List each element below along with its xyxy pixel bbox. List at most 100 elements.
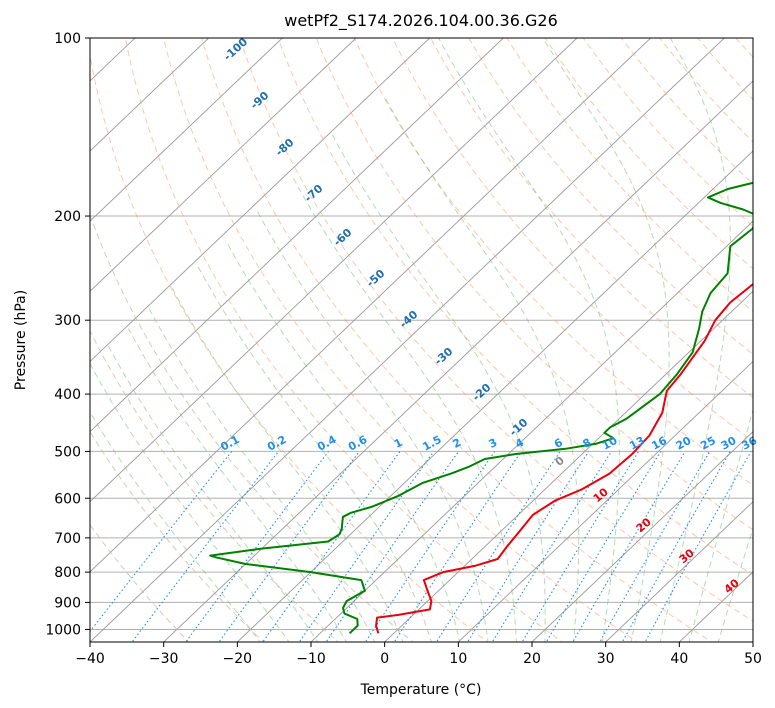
dry-adiabat-label: -80 [273,136,297,159]
dry-adiabat-line [620,38,753,185]
plot-frame [89,37,754,643]
moist-adiabat-label: 40 [722,576,742,596]
y-axis-label: Pressure (hPa) [13,290,29,390]
x-tick-label: 40 [670,651,688,667]
temperature-profile-line [375,282,753,634]
mixing-ratio-line [466,451,590,642]
mixing-ratio-line [621,451,731,642]
dry-adiabat-line [90,213,414,642]
dry-adiabat-label: -60 [331,226,355,249]
mixing-ratio-label: 0.4 [315,433,339,454]
isotherm-line [236,150,753,642]
mixing-ratio-line [644,451,752,642]
mixing-ratio-label: 13 [627,434,647,453]
x-tick-label: 10 [449,651,467,667]
dry-adiabat-line [544,38,753,270]
mixing-ratio-label: 16 [649,434,669,453]
y-tick-label: 100 [54,31,81,47]
x-tick-label: −20 [223,651,253,667]
dry-adiabat-line [315,38,753,531]
moist-adiabat-line [107,344,319,642]
moist-adiabat-line [147,306,376,642]
y-tick-label: 200 [54,209,81,225]
isotherm-line [90,38,652,573]
mixing-ratio-label: 2 [450,436,463,451]
isotherm-line [90,38,578,503]
y-tick-label: 800 [54,565,81,581]
mixing-ratio-line [521,451,640,642]
moist-adiabat-line [717,526,753,642]
mixing-ratio-label: 10 [600,434,620,453]
x-tick-label: −30 [149,651,179,667]
isotherm-line [457,360,753,642]
isotherm-line [0,25,2,645]
x-tick-label: −10 [296,651,326,667]
y-tick-label: 900 [54,595,81,611]
dry-adiabat-label: -90 [248,89,272,112]
mixing-ratio-label: 25 [698,434,718,453]
mixing-ratio-line [262,451,401,642]
isotherm-line [605,501,753,642]
x-tick-label: 0 [380,651,389,667]
dry-adiabat-line [735,38,753,58]
dry-adiabat-label: -70 [302,182,326,205]
mixing-ratio-label: 0.2 [265,433,288,454]
y-tick-label: 700 [54,531,81,547]
x-axis-label: Temperature (°C) [360,682,482,698]
dry-adiabat-label: -100 [221,35,250,63]
dry-adiabat-line [162,38,638,642]
mixing-ratio-line [185,451,329,642]
dry-adiabat-line [430,38,753,399]
moist-adiabat-line [225,240,461,642]
moist-adiabat-line [195,262,432,642]
x-tick-label: −40 [75,651,105,667]
dry-adiabat-line [391,38,753,442]
moist-adiabat-line [128,328,347,642]
mixing-ratio-label: 1 [392,436,405,451]
dry-adiabat-line [762,25,775,645]
x-tick-label: 50 [744,651,762,667]
y-tick-label: 500 [54,444,81,460]
dry-adiabat-label: -50 [364,267,388,290]
mixing-ratio-label: 36 [740,434,760,453]
mixing-ratio-label: 0.6 [346,433,370,454]
dry-adiabat-line [468,38,753,355]
moist-adiabat-line [290,174,517,642]
dewpoint-profile-line [209,181,753,635]
mixing-ratio-line [599,451,711,642]
dry-adiabat-line [239,38,753,622]
mixing-ratio-label: 20 [674,434,694,453]
mixing-ratio-label: 4 [513,436,526,451]
x-tick-label: 20 [523,651,541,667]
dry-adiabat-line [124,38,564,642]
isotherm-line [90,38,431,363]
dry-adiabat-label: -40 [397,308,421,331]
mixing-ratio-line [364,451,496,642]
mixing-ratio-line [218,451,360,642]
mixing-ratio-line [435,451,561,642]
isotherm-line [0,25,75,645]
x-tick-label: 30 [597,651,615,667]
mixing-ratio-label: 0.1 [218,433,241,454]
isotherm-line [90,38,284,222]
chart-title: wetPf2_S174.2026.104.00.36.G26 [284,11,558,31]
y-tick-label: 300 [54,313,81,329]
moist-adiabat-line [90,411,261,642]
dry-adiabat-line [353,38,753,486]
moist-adiabat-line [438,38,620,642]
dry-adiabat-line [90,329,339,642]
dry-adiabat-label: -30 [432,345,456,368]
isotherm-line [163,80,753,642]
mixing-ratio-label: 30 [719,434,739,453]
isotherm-line [531,430,753,642]
dry-adiabat-label: -20 [470,381,494,404]
mixing-ratio-label: 1.5 [420,433,443,454]
mixing-ratio-line [298,451,435,642]
mixing-ratio-line [545,451,662,642]
moist-adiabat-label: 0 [553,454,567,469]
moist-adiabat-line [90,363,290,642]
mixing-ratio-line [491,451,612,642]
moist-adiabat-label: 30 [677,546,697,566]
moist-adiabat-line [659,38,731,642]
